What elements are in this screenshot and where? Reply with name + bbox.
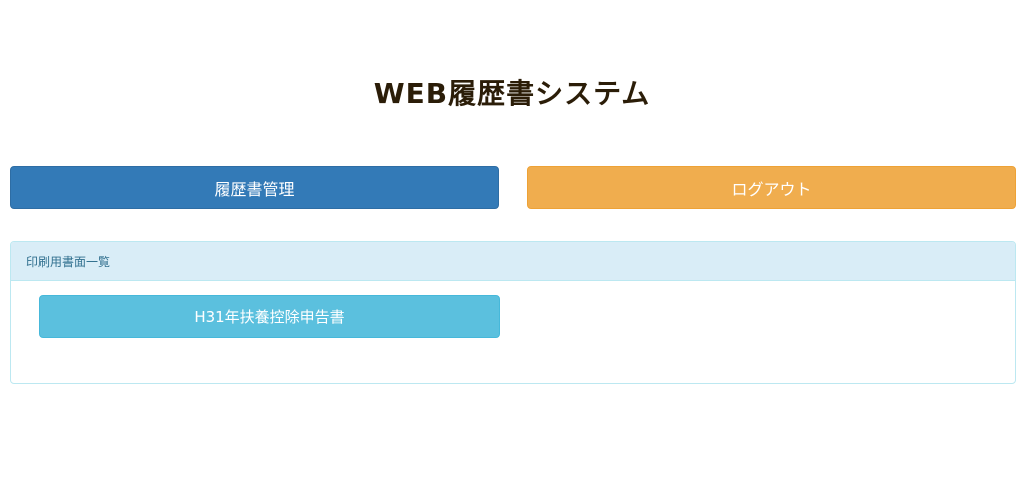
resume-management-button[interactable]: 履歴書管理 — [10, 166, 499, 209]
panel-heading: 印刷用書面一覧 — [11, 242, 1015, 281]
page-title: WEB履歴書システム — [373, 77, 651, 110]
document-button[interactable]: H31年扶養控除申告書 — [39, 295, 500, 338]
print-documents-panel: 印刷用書面一覧 H31年扶養控除申告書 — [10, 241, 1016, 384]
logout-button[interactable]: ログアウト — [527, 166, 1016, 209]
